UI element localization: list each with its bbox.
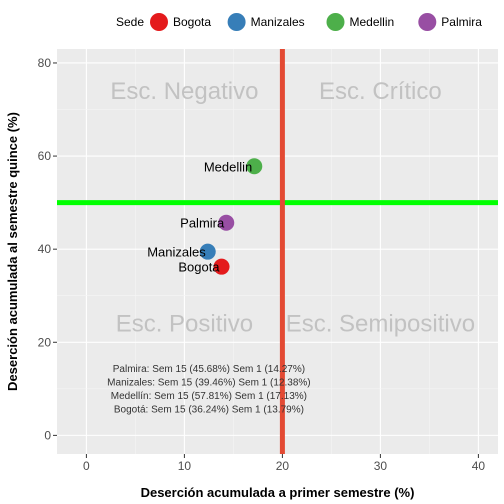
x-tick-label: 40: [472, 459, 486, 473]
y-tick-label: 80: [38, 56, 52, 70]
y-tick-label: 60: [38, 149, 52, 163]
quadrant-labels: Esc. Negativo Esc. Crítico Esc. Positivo Es…: [110, 78, 475, 338]
point-label-manizales: Manizales: [147, 245, 206, 260]
data-point-manizales: [199, 243, 216, 260]
point-label-bogota: Bogota: [178, 260, 220, 275]
quadrant-label: Esc. Positivo: [116, 311, 253, 338]
quadrant-label: Esc. Crítico: [319, 78, 442, 105]
y-tick-label: 20: [38, 335, 52, 349]
axis-ticks: 0 10 20 30 40 0 20 40 60 80: [38, 56, 486, 473]
plot-panel: [57, 49, 498, 454]
annotation-line: Palmira: Sem 15 (45.68%) Sem 1 (14.27%): [113, 364, 305, 375]
legend-key-palmira: [418, 13, 437, 31]
legend-label-manizales: Manizales: [251, 15, 305, 29]
x-tick-label: 30: [374, 459, 388, 473]
legend-label-bogota: Bogota: [173, 15, 211, 29]
reference-lines: [57, 49, 498, 454]
x-tick-label: 10: [178, 459, 192, 473]
point-label-palmira: Palmira: [180, 216, 225, 231]
annotation-line: Medellín: Sem 15 (57.81%) Sem 1 (17.13%): [111, 391, 307, 402]
x-tick-label: 20: [276, 459, 290, 473]
data-point-palmira: [218, 214, 235, 231]
quadrant-label: Esc. Negativo: [110, 78, 258, 105]
y-axis-title: Deserción acumulada al semestre quince (…: [5, 112, 20, 391]
y-tick-label: 40: [38, 242, 52, 256]
x-axis-title: Deserción acumulada a primer semestre (%…: [141, 485, 415, 500]
point-label-medellin: Medellin: [204, 159, 252, 174]
annotation-line: Manizales: Sem 15 (39.46%) Sem 1 (12.38%…: [107, 378, 310, 389]
data-point-bogota: [213, 258, 230, 275]
annotations: Palmira: Sem 15 (45.68%) Sem 1 (14.27%) M…: [107, 364, 310, 416]
legend: Sede Bogota Manizales Medellin Palmira: [116, 13, 482, 31]
legend-key-bogota: [150, 13, 168, 31]
quadrant-label: Esc. Semipositivo: [286, 311, 475, 338]
legend-label-medellin: Medellin: [350, 15, 395, 29]
legend-key-manizales: [227, 13, 246, 31]
y-tick-label: 0: [44, 428, 51, 442]
legend-label-palmira: Palmira: [441, 15, 482, 29]
legend-title: Sede: [116, 15, 144, 29]
x-tick-label: 0: [83, 459, 90, 473]
legend-key-medellin: [326, 13, 345, 31]
data-point-medellin: [246, 158, 263, 175]
annotation-line: Bogotá: Sem 15 (36.24%) Sem 1 (13.79%): [114, 405, 304, 416]
